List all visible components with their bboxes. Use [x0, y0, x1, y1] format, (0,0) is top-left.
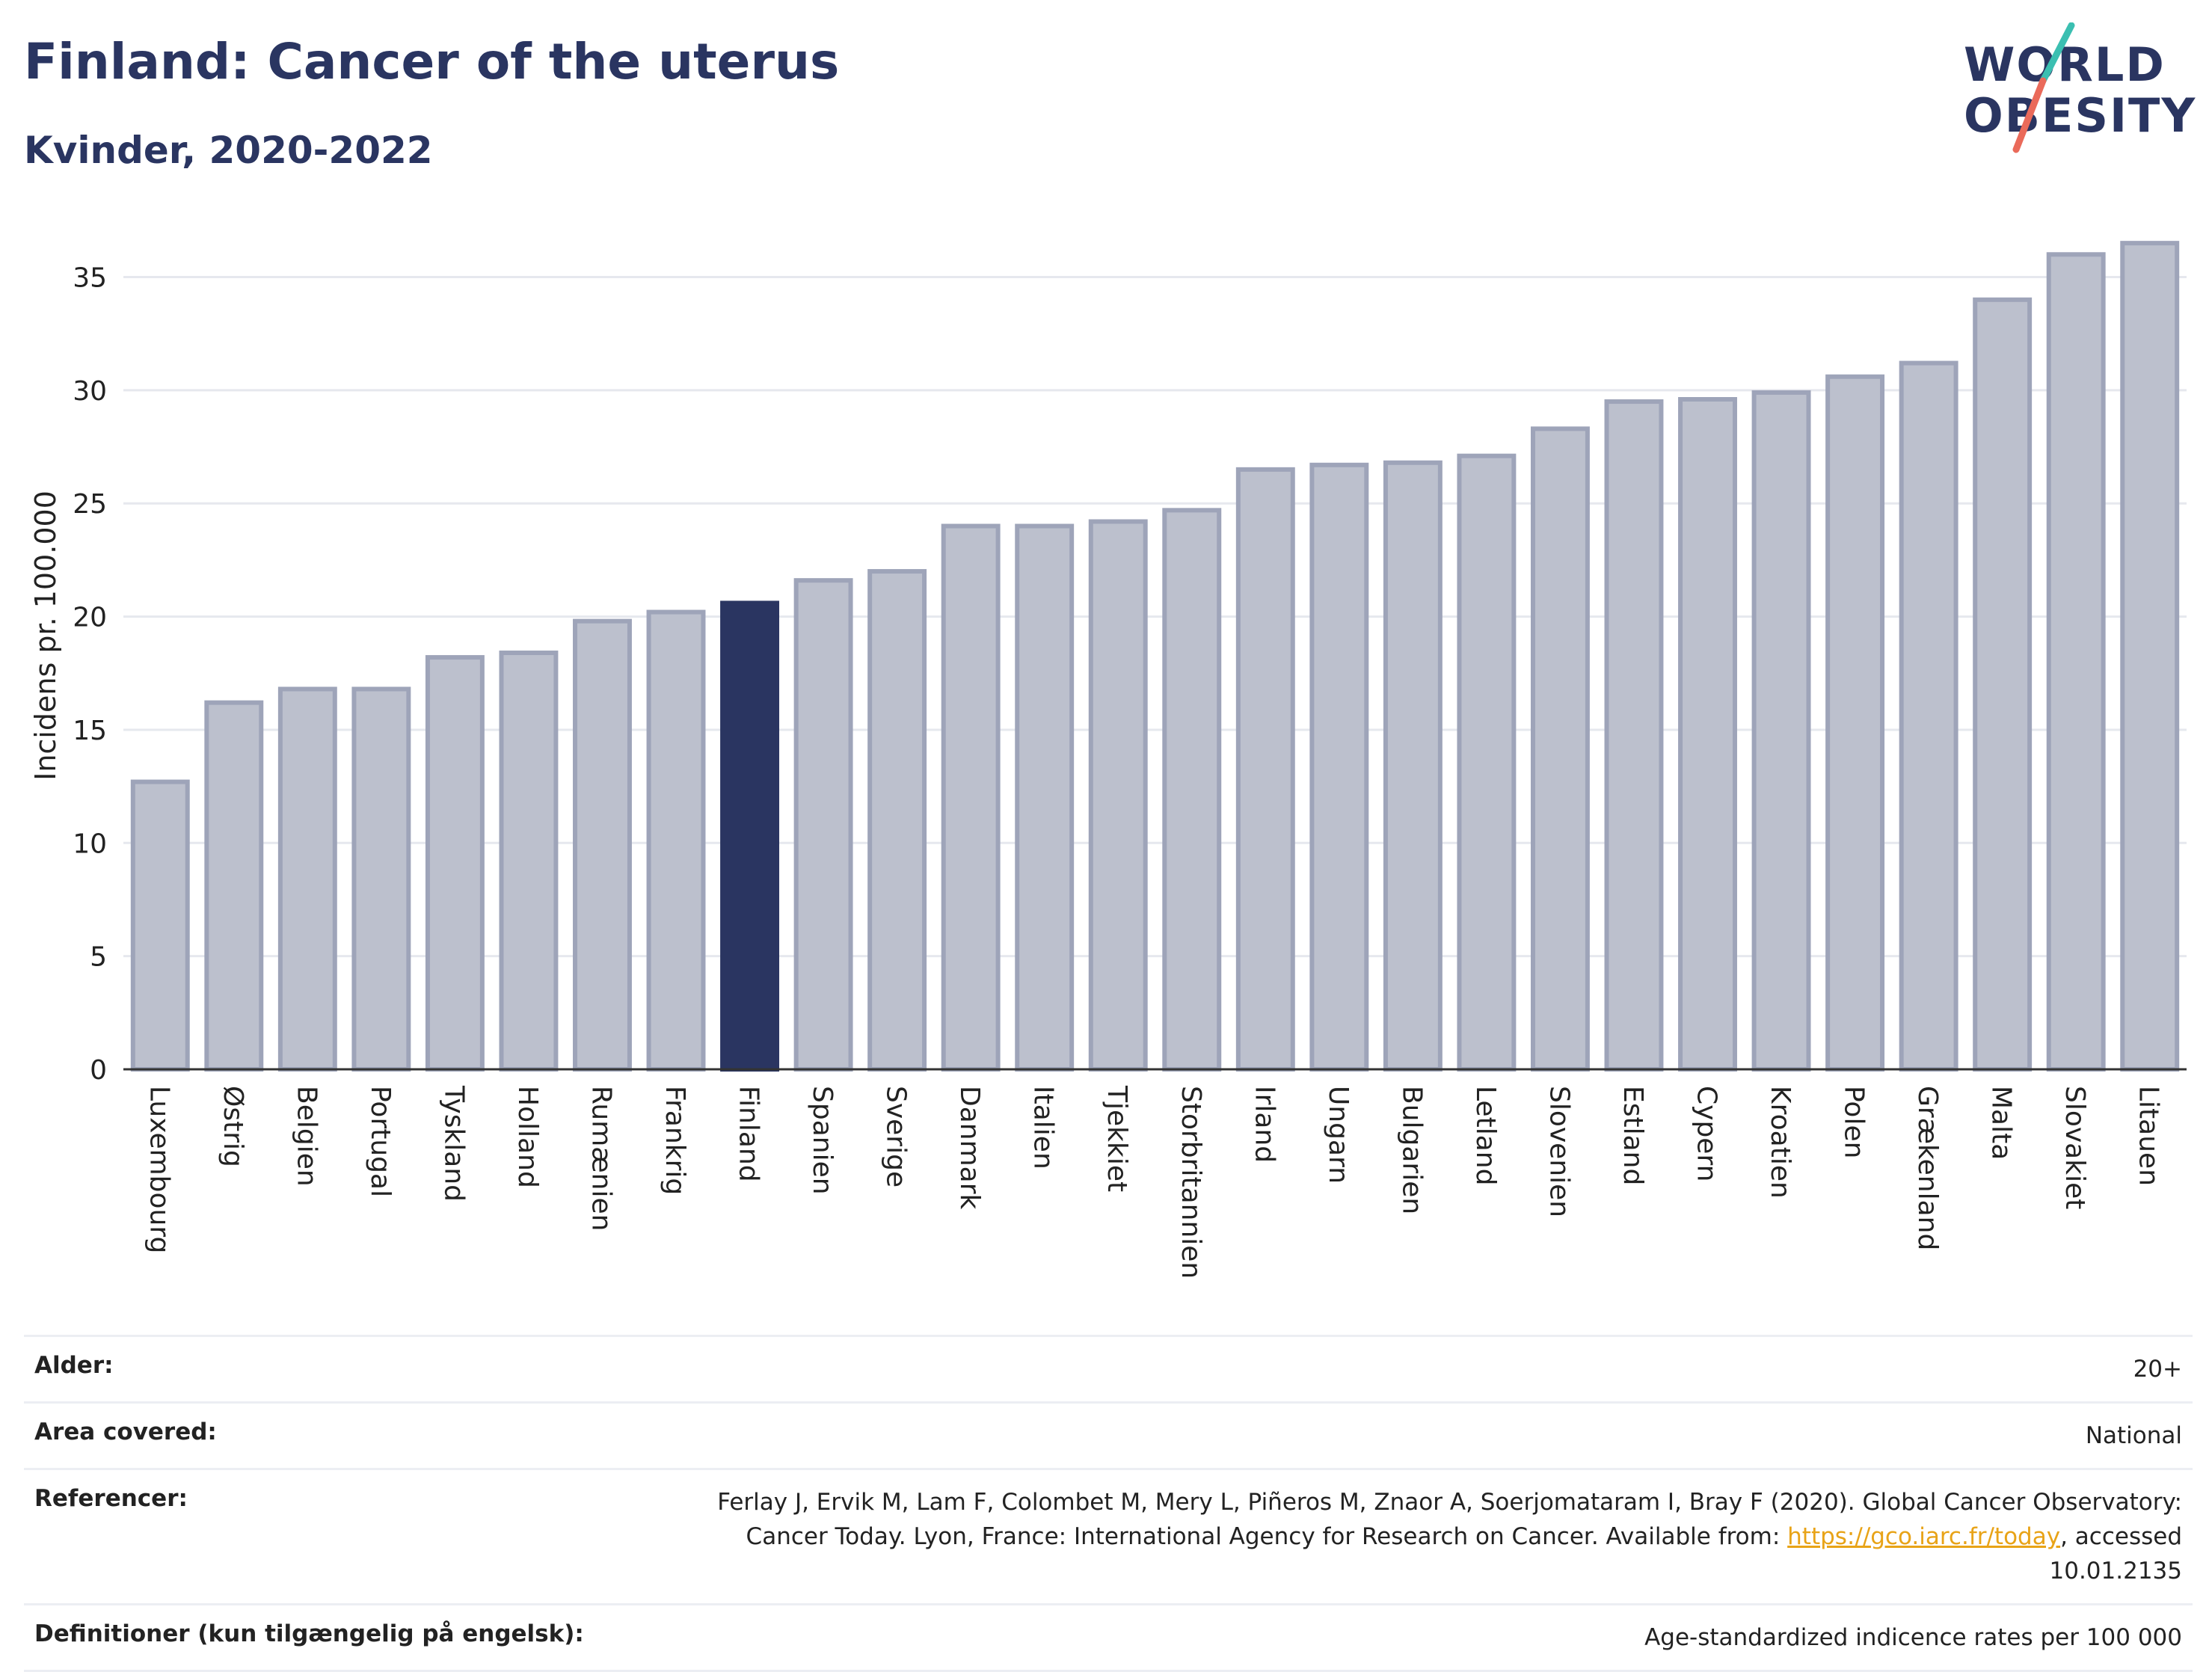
reference-accessed: , accessed 10.01.2135 [2049, 1523, 2183, 1585]
info-row-age: Alder: 20+ [24, 1335, 2193, 1401]
y-tick-label: 10 [73, 829, 107, 859]
info-value: 20+ [2133, 1356, 2182, 1383]
info-table: Alder: 20+ Area covered: National Refere… [24, 1335, 2193, 1672]
bars [130, 241, 2180, 1072]
bar-frankrig[interactable] [646, 609, 706, 1072]
reference-text: Ferlay J, Ervik M, Lam F, Colombet M, Me… [717, 1489, 2182, 1550]
x-tick-label: Malta [1986, 1086, 2017, 1160]
x-tick-label: Litauen [2133, 1086, 2164, 1186]
x-tick-label: Frankrig [660, 1086, 690, 1195]
x-tick-label: Tyskland [438, 1085, 469, 1202]
x-tick-label: Slovenien [1543, 1086, 1574, 1217]
y-tick-label: 20 [73, 603, 107, 633]
x-tick-label: Polen [1839, 1086, 1870, 1158]
info-row-definitions: Definitioner (kun tilgængelig på engelsk… [24, 1603, 2193, 1672]
bar-finland[interactable] [720, 600, 780, 1072]
x-tick-label: Irland [1249, 1086, 1279, 1163]
bar-letland[interactable] [1457, 453, 1517, 1072]
x-tick-label: Grækenland [1912, 1086, 1943, 1250]
y-tick-label: 25 [73, 489, 107, 520]
bar-sverige[interactable] [867, 569, 927, 1072]
bar-litauen[interactable] [2120, 241, 2180, 1072]
x-tick-label: Letland [1470, 1086, 1501, 1185]
bar-cypern[interactable] [1678, 397, 1737, 1072]
x-tick-label: Finland [734, 1086, 764, 1182]
info-key: Alder: [34, 1352, 114, 1379]
bar-grækenland[interactable] [1899, 360, 1958, 1072]
x-tick-label: Belgien [291, 1086, 322, 1187]
logo-slash-icon [2012, 22, 2075, 153]
bar-ungarn[interactable] [1309, 462, 1369, 1072]
x-tick-label: Spanien [807, 1086, 838, 1195]
bar-irland[interactable] [1235, 467, 1295, 1072]
bar-slovakiet[interactable] [2046, 252, 2106, 1072]
x-axis-labels: Luxembourg Østrig Belgien Portugal Tyskland H… [144, 1085, 2163, 1279]
bar-bulgarien[interactable] [1383, 460, 1443, 1072]
bar-storbritannien[interactable] [1162, 508, 1222, 1072]
y-tick-label: 0 [90, 1055, 107, 1086]
x-tick-label: Portugal [365, 1086, 396, 1197]
logo-line-2: OBESITY [1964, 88, 2197, 143]
chart-title: Finland: Cancer of the uterus [24, 33, 840, 90]
bar-spanien[interactable] [793, 578, 853, 1072]
bar-kroatien[interactable] [1751, 390, 1811, 1072]
y-tick-label: 35 [73, 263, 107, 294]
bar-italien[interactable] [1015, 523, 1075, 1072]
x-tick-label: Bulgarien [1396, 1086, 1427, 1214]
info-value: National [2085, 1422, 2182, 1449]
info-key: Referencer: [34, 1485, 188, 1512]
x-tick-label: Kroatien [1765, 1086, 1795, 1199]
info-key: Area covered: [34, 1419, 217, 1445]
x-tick-label: Holland [512, 1086, 543, 1188]
bar-østrig[interactable] [204, 700, 264, 1072]
chart-subtitle: Kvinder, 2020-2022 [24, 129, 433, 172]
info-row-area: Area covered: National [24, 1401, 2193, 1468]
x-tick-label: Cypern [1692, 1086, 1722, 1181]
bar-polen[interactable] [1825, 374, 1885, 1072]
y-axis-label: Incidens pr. 100.000 [29, 491, 62, 781]
bar-holland[interactable] [499, 651, 559, 1072]
x-tick-label: Danmark [954, 1086, 985, 1210]
x-tick-label: Italien [1028, 1086, 1059, 1170]
x-tick-label: Estland [1617, 1086, 1648, 1185]
x-tick-label: Storbritannien [1176, 1086, 1206, 1279]
y-tick-label: 30 [73, 376, 107, 407]
x-tick-label: Ungarn [1323, 1086, 1354, 1184]
y-tick-label: 15 [73, 716, 107, 746]
bar-danmark[interactable] [941, 523, 1001, 1072]
reference-link[interactable]: https://gco.iarc.fr/today [1787, 1523, 2061, 1550]
x-tick-label: Slovakiet [2059, 1086, 2090, 1209]
bar-slovenien[interactable] [1530, 426, 1590, 1072]
bar-chart: 0 5 10 15 20 25 30 35 Luxembourg Østrig Belgien Po… [29, 241, 2187, 1279]
y-tick-label: 5 [90, 942, 107, 973]
bar-malta[interactable] [1973, 297, 2033, 1072]
info-value: Age-standardized indicence rates per 100… [1644, 1624, 2182, 1651]
x-tick-label: Luxembourg [144, 1086, 174, 1253]
info-row-references: Referencer: Ferlay J, Ervik M, Lam F, Co… [24, 1468, 2193, 1603]
x-tick-label: Rumænien [586, 1086, 616, 1231]
bar-tyskland[interactable] [425, 655, 485, 1072]
bar-rumænien[interactable] [573, 618, 632, 1072]
bar-luxembourg[interactable] [130, 779, 190, 1072]
bar-belgien[interactable] [277, 686, 337, 1072]
x-tick-label: Østrig [218, 1086, 248, 1167]
bar-tjekkiet[interactable] [1088, 519, 1148, 1072]
x-tick-label: Tjekkiet [1102, 1085, 1132, 1192]
world-obesity-logo: WORLD OBESITY [1955, 22, 2197, 157]
y-axis-ticks: 0 5 10 15 20 25 30 35 [73, 263, 107, 1086]
info-value: Ferlay J, Ervik M, Lam F, Colombet M, Me… [649, 1485, 2182, 1588]
bar-estland[interactable] [1604, 399, 1664, 1072]
info-key: Definitioner (kun tilgængelig på engelsk… [34, 1620, 584, 1647]
x-tick-label: Sverige [881, 1086, 912, 1187]
bar-portugal[interactable] [351, 686, 411, 1072]
